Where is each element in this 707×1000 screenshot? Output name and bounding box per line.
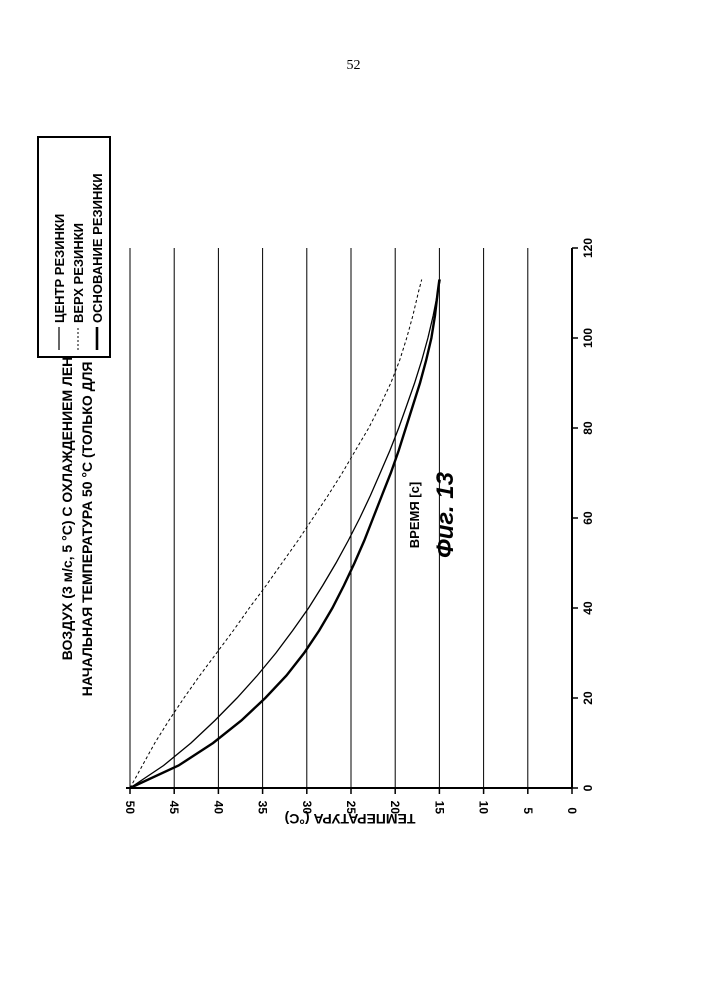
y-tick-label: 15 [432, 801, 446, 815]
legend: ЦЕНТР РЕЗИНКИ ВЕРХ РЕЗИНКИ ОСНОВАНИЕ РЕЗ… [38, 137, 110, 357]
series-lines [130, 280, 440, 789]
axes [126, 248, 578, 794]
x-tick-label: 0 [581, 784, 595, 791]
x-tick-label: 120 [581, 238, 595, 258]
tick-labels: 05101520253035404550020406080100120 [123, 238, 595, 815]
series-line-2 [130, 280, 439, 789]
x-tick-label: 40 [581, 601, 595, 615]
figure-caption: Фиг. 13 [432, 471, 459, 558]
y-tick-label: 40 [211, 801, 225, 815]
x-tick-label: 20 [581, 691, 595, 705]
legend-label-top: ВЕРХ РЕЗИНКИ [71, 223, 86, 323]
x-tick-label: 80 [581, 421, 595, 435]
chart-title-line1: ВОЗДУХ (3 м/с, 5 °C) С ОХЛАЖДЕНИЕМ ЛЕНТЫ… [59, 330, 75, 660]
legend-label-center: ЦЕНТР РЕЗИНКИ [52, 214, 67, 323]
y-tick-label: 5 [521, 807, 535, 814]
y-tick-label: 50 [123, 801, 137, 815]
y-tick-label: 35 [256, 801, 270, 815]
y-tick-label: 10 [477, 801, 491, 815]
rotated-chart-group: 05101520253035404550020406080100120 ВОЗД… [38, 137, 595, 814]
series-line-0 [130, 280, 440, 789]
y-axis-label: ТЕМПЕРАТУРА (°C) [285, 811, 416, 827]
x-axis-label: ВРЕМЯ [с] [407, 482, 422, 548]
x-tick-label: 60 [581, 511, 595, 525]
x-tick-label: 100 [581, 328, 595, 348]
gridlines [130, 248, 528, 788]
legend-label-base: ОСНОВАНИЕ РЕЗИНКИ [90, 173, 105, 323]
y-tick-label: 45 [167, 801, 181, 815]
y-tick-label: 0 [565, 807, 579, 814]
